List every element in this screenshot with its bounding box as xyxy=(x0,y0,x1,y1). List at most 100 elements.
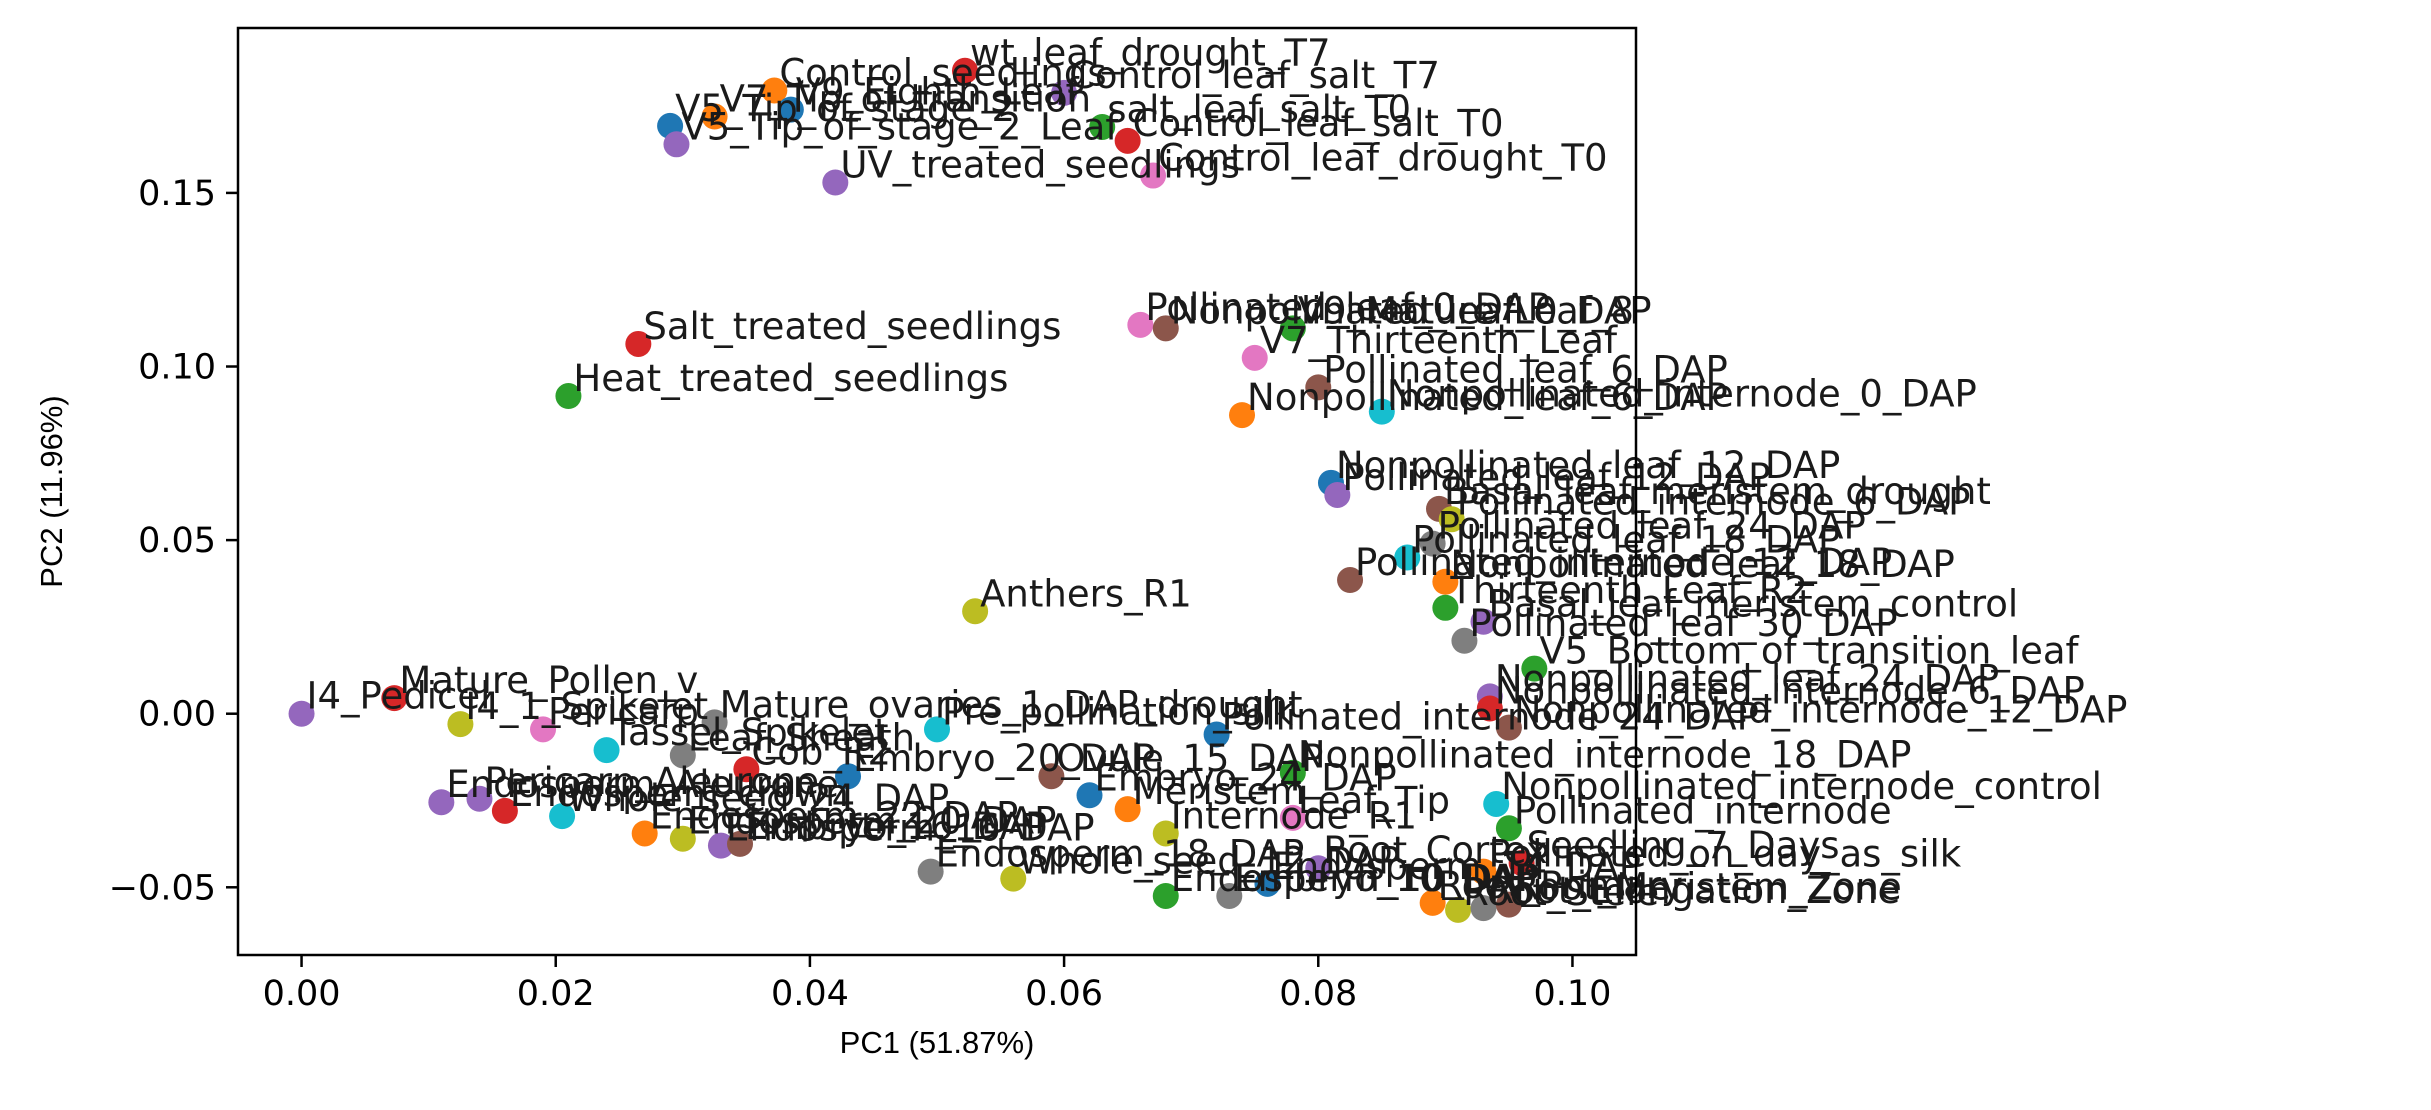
axes: 0.00 0.02 0.04 0.06 0.08 0.10 −0.05 0.00 0.05 0.1… xyxy=(109,174,1612,1014)
data-point xyxy=(1152,882,1179,909)
data-point-label: Thirteenth_Leaf_R2 xyxy=(1449,569,1808,612)
data-point xyxy=(1000,865,1027,892)
data-point-label: Pericarp_Aleurone xyxy=(484,760,819,803)
data-point xyxy=(1254,870,1281,897)
data-point xyxy=(466,785,493,812)
data-point xyxy=(491,797,518,824)
y-tick-label: 0.15 xyxy=(138,174,216,214)
data-point-label: Root_Primary xyxy=(1438,864,1683,907)
data-point xyxy=(1432,594,1459,621)
data-point xyxy=(1241,344,1268,371)
data-point-label: Pollinated_internode_24_DAP xyxy=(1222,696,1759,739)
data-point-label: Embryo_20_DAP xyxy=(853,737,1155,780)
data-point xyxy=(777,96,804,123)
data-point-label: Basal_leaf_meristem_drought xyxy=(1444,470,1991,513)
data-point xyxy=(1495,891,1522,918)
data-point-label: Whole_seed_12_DAP xyxy=(1018,840,1400,883)
data-point xyxy=(1495,714,1522,741)
y-tick-label: 0.10 xyxy=(138,348,216,388)
x-tick-label: 0.02 xyxy=(517,974,595,1014)
data-point xyxy=(1114,127,1141,154)
data-point xyxy=(1305,374,1332,401)
data-point-label: Control_leaf_salt_T0 xyxy=(1133,102,1504,145)
data-point-label: Endosperm_18_DAP xyxy=(936,833,1305,876)
data-point-label: Pollinated_leaf_18_DAP xyxy=(1412,518,1840,561)
y-tick-label: 0.05 xyxy=(138,521,216,561)
data-point-label: Whole_seed_24_DAP xyxy=(567,777,949,820)
data-point-label: Endosperm_crown xyxy=(510,772,849,815)
data-point-label: Endosperm_10_DAP xyxy=(1171,857,1540,900)
y-tick-label: 0.00 xyxy=(138,695,216,735)
data-point-label: Nonpollinated_internode_18_DAP xyxy=(1298,734,1912,777)
data-point xyxy=(288,700,315,727)
data-point xyxy=(835,763,862,790)
data-point xyxy=(727,830,754,857)
data-point xyxy=(669,825,696,852)
data-point xyxy=(1521,655,1548,682)
data-point-label: Pollinated_on_day_as_silk xyxy=(1488,833,1961,876)
data-point-label: V7_Thirteenth_Leaf xyxy=(1260,319,1618,362)
data-point-label: Control_leaf_drought_T0 xyxy=(1158,137,1608,180)
data-point xyxy=(1470,895,1497,922)
data-point xyxy=(1470,858,1497,885)
data-point-label: I4_1_Spikelet xyxy=(465,685,708,728)
data-point xyxy=(1324,481,1351,508)
data-point xyxy=(1140,162,1167,189)
data-point xyxy=(1368,398,1395,425)
data-point xyxy=(1337,567,1364,594)
data-point xyxy=(663,131,690,158)
data-point xyxy=(1279,759,1306,786)
data-point xyxy=(1279,315,1306,342)
data-point xyxy=(530,716,557,743)
data-point-label: Tassel_Spikelet xyxy=(611,711,889,754)
data-point xyxy=(381,685,408,712)
data-point xyxy=(707,832,734,859)
data-point xyxy=(1470,608,1497,635)
data-point xyxy=(1216,882,1243,909)
data-point-label: V7_Tip_of_transition xyxy=(720,78,1092,121)
x-tick-label: 0.10 xyxy=(1533,974,1611,1014)
data-point-label: Ovule_15_DAP xyxy=(1056,737,1323,780)
x-tick-label: 0.00 xyxy=(263,974,341,1014)
data-point xyxy=(1483,790,1510,817)
data-point xyxy=(1229,402,1256,429)
data-point-label: Nonpollinated_internode_6_DAP xyxy=(1495,669,2085,712)
data-point-label: Nonpollinated_leaf_24_DAP xyxy=(1495,657,1999,700)
data-point xyxy=(1419,889,1446,916)
data-point xyxy=(555,383,582,410)
data-point-label: Pollinated_leaf_24_DAP xyxy=(1438,505,1866,548)
data-point xyxy=(1508,849,1535,876)
data-point xyxy=(631,820,658,847)
data-point xyxy=(549,803,576,830)
data-point-label: Cob_R2 xyxy=(751,730,891,773)
data-point xyxy=(701,103,728,130)
data-point-label: Seedling_7_Days xyxy=(1527,824,1840,867)
data-point xyxy=(917,858,944,885)
data-point-label: Root_Stele xyxy=(1463,871,1659,914)
data-point-label: I4_Pedicel xyxy=(307,675,491,718)
data-point xyxy=(1038,763,1065,790)
x-tick-label: 0.06 xyxy=(1025,974,1103,1014)
data-point xyxy=(593,737,620,764)
data-point-label: Pollinated_leaf_12_DAP xyxy=(1342,456,1770,499)
x-axis-label: PC1 (51.87%) xyxy=(840,1025,1035,1060)
data-point-label: Nonpollinated_leaf_0_DAP xyxy=(1171,289,1652,332)
data-point xyxy=(701,709,728,736)
data-point-label: Leaf_Sheath xyxy=(688,716,915,759)
data-point xyxy=(761,77,788,104)
data-point xyxy=(1305,855,1332,882)
data-point-label: Nonpollinated_internode_0_DAP xyxy=(1387,373,1977,416)
data-point xyxy=(1445,896,1472,923)
data-point-label: Meristem xyxy=(1133,770,1306,813)
data-point-label: Nonpollinated_internode_control xyxy=(1501,765,2102,808)
data-point xyxy=(1076,782,1103,809)
data-point-label: Endosperm_16_DAP xyxy=(726,807,1095,850)
data-point-label: Control_leaf_salt_T7 xyxy=(1069,54,1440,97)
data-point-label: Endosperm_20_DAP xyxy=(688,800,1057,843)
data-point-label: Embryo_16_DAP xyxy=(745,805,1047,848)
data-point xyxy=(669,742,696,769)
data-point-label: Pollinated_internode_12_DAP xyxy=(1355,541,1892,584)
data-point-label: Pollinated_leaf_0_DAP xyxy=(1145,286,1550,329)
